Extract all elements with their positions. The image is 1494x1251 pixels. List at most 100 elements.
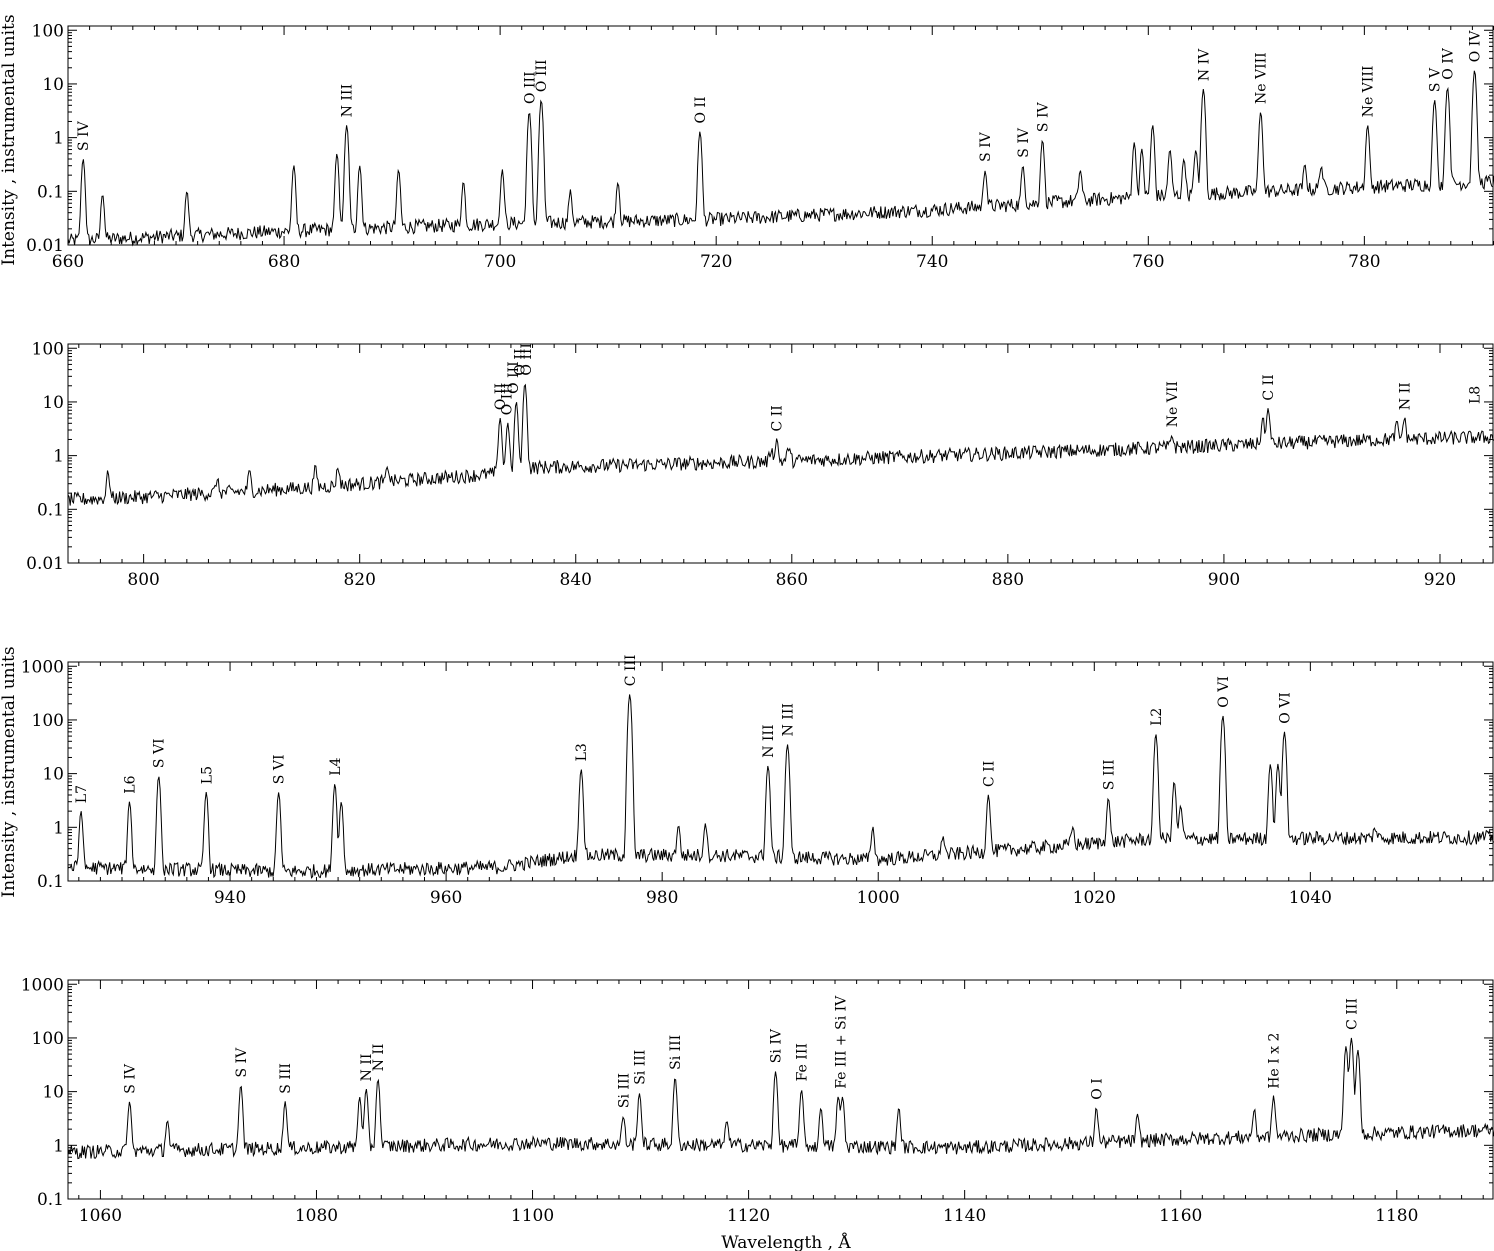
spectrum-line: [67, 70, 1494, 247]
y-tick-label: 0.01: [26, 554, 64, 574]
line-id-label: O IV: [1441, 47, 1457, 79]
line-id-label: Ne VII: [1165, 381, 1181, 427]
x-tick-label: 820: [343, 570, 375, 590]
line-id-label: N III: [340, 84, 356, 117]
line-id-label: N III: [781, 703, 797, 736]
x-tick-label: 680: [268, 252, 300, 272]
line-id-label: O III: [522, 71, 538, 104]
line-id-label: S IV: [123, 1063, 139, 1094]
spectrum-panel-3: 940 960 980 1000 1020 1040 0.1 1 10 100 1000 L7 L6 S …: [21, 655, 1494, 908]
x-tick-label: 1040: [1289, 888, 1332, 908]
line-id-label: L8: [1468, 386, 1484, 404]
spectrum-line: [67, 694, 1494, 879]
y-tick-label: 10: [42, 765, 64, 785]
line-id-label: C II: [1261, 374, 1277, 400]
y-tick-label: 1: [53, 447, 64, 467]
y-tick-label: 1: [53, 1136, 64, 1156]
x-tick-label: 780: [1348, 252, 1380, 272]
x-tick-label: 1120: [727, 1206, 770, 1226]
x-tick-label: 1160: [1159, 1206, 1202, 1226]
line-id-label: S V: [1428, 67, 1444, 92]
y-axis-title-upper: Intensity , instrumental units: [0, 14, 19, 265]
line-id-label: O VI: [1277, 692, 1293, 724]
x-tick-label: 860: [776, 570, 808, 590]
line-id-label: N II: [359, 1054, 375, 1082]
spectrum-line: [67, 1037, 1494, 1160]
line-id-label: L2: [1149, 708, 1165, 726]
x-tick-label: 960: [430, 888, 462, 908]
x-tick-label: 1060: [79, 1206, 122, 1226]
spectrum-panel-1: 660 680 700 720 740 760 780 0.01 0.1 1 10 100 S IV N …: [26, 21, 1494, 272]
x-tick-label: 980: [646, 888, 678, 908]
y-tick-label: 100: [32, 1029, 64, 1049]
line-id-label: N II: [371, 1044, 387, 1072]
x-tick-label: 840: [560, 570, 592, 590]
line-id-label: L4: [328, 757, 344, 775]
line-id-label: O II: [493, 383, 509, 410]
y-tick-label: 0.1: [37, 872, 64, 892]
line-id-label: S IV: [978, 131, 994, 162]
line-id-label: O III: [500, 383, 516, 416]
line-id-label: S IV: [76, 120, 92, 151]
line-id-label: Si III: [616, 1073, 632, 1108]
line-id-label: S IV: [1016, 127, 1032, 158]
spectrum-panel-4: 1060 1080 1100 1120 1140 1160 1180 0.1 1 10 100 100…: [21, 975, 1494, 1226]
line-id-label: L5: [199, 766, 215, 784]
plot-frame: [67, 979, 1494, 1200]
line-id-label: S III: [1101, 759, 1117, 790]
x-tick-label: 880: [992, 570, 1024, 590]
line-id-label: He I x 2: [1267, 1033, 1283, 1089]
y-tick-label: 1: [53, 129, 64, 149]
line-id-label: C III: [623, 655, 639, 687]
y-tick-label: 0.1: [37, 1190, 64, 1210]
y-axis-title-lower: Intensity , instrumental units: [0, 646, 19, 897]
line-id-label: O II: [513, 349, 529, 376]
x-tick-label: 1020: [1073, 888, 1116, 908]
line-id-label: O II: [693, 97, 709, 124]
x-tick-label: 1140: [943, 1206, 986, 1226]
line-id-label: S VI: [272, 755, 288, 785]
x-tick-label: 740: [916, 252, 948, 272]
plot-frame: [67, 25, 1494, 246]
y-tick-label: 1000: [21, 975, 64, 995]
line-id-label: S IV: [1035, 102, 1051, 133]
x-tick-label: 900: [1208, 570, 1240, 590]
line-id-label: Si III: [633, 1050, 649, 1085]
x-tick-label: 920: [1424, 570, 1456, 590]
line-id-label: O IV: [1468, 30, 1484, 62]
y-tick-label: 100: [32, 711, 64, 731]
spectrum-line: [67, 383, 1494, 506]
x-tick-label: 1000: [857, 888, 900, 908]
line-id-label: S III: [278, 1063, 294, 1094]
line-id-label: O I: [1089, 1078, 1105, 1099]
x-axis-title: Wavelength , Å: [721, 1232, 851, 1251]
x-tick-label: 720: [700, 252, 732, 272]
plot-frame: [67, 661, 1494, 882]
y-tick-label: 10: [42, 75, 64, 95]
line-id-label: L3: [574, 743, 590, 761]
y-tick-label: 0.1: [37, 500, 64, 520]
y-tick-label: 1: [53, 818, 64, 838]
y-tick-label: 100: [32, 21, 64, 41]
plot-frame: [67, 343, 1494, 564]
x-tick-label: 1100: [511, 1206, 554, 1226]
line-id-label: O VI: [1216, 676, 1232, 708]
line-id-label: O III: [506, 361, 522, 394]
x-tick-label: 1180: [1375, 1206, 1418, 1226]
line-id-label: Ne VIII: [1361, 66, 1377, 118]
x-tick-label: 940: [214, 888, 246, 908]
line-id-label: S IV: [234, 1047, 250, 1078]
line-id-label: L6: [123, 775, 139, 793]
line-id-label: S VI: [152, 738, 168, 768]
y-tick-label: 0.01: [26, 236, 64, 256]
line-id-label: O III: [534, 60, 550, 93]
y-tick-label: 10: [42, 1083, 64, 1103]
spectrum-panels: 660 680 700 720 740 760 780 0.01 0.1 1 10 100 S IV N …: [21, 21, 1494, 1226]
line-id-label: C II: [981, 761, 997, 787]
x-tick-label: 800: [127, 570, 159, 590]
line-id-label: N III: [761, 725, 777, 758]
line-id-label: Ne VIII: [1254, 52, 1270, 104]
line-id-label: O III: [519, 343, 535, 376]
